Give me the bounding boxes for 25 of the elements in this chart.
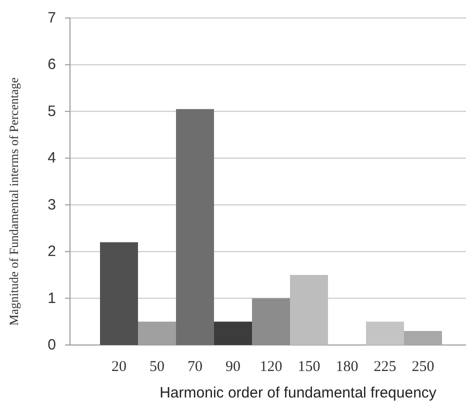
x-tick-label: 120 [260, 359, 282, 375]
x-tick-label: 90 [226, 359, 240, 375]
y-tick-label: 7 [48, 10, 56, 26]
y-tick-label: 0 [48, 336, 56, 354]
x-tick-label: 50 [150, 359, 164, 375]
y-tick-label: 4 [48, 150, 56, 167]
bar [252, 298, 290, 345]
x-tick-label: 70 [188, 359, 202, 375]
x-tick-label: 150 [298, 359, 320, 375]
y-axis-title: Magnitude of Fundamental interms of Percentage [7, 76, 21, 326]
x-tick-label: 225 [374, 359, 396, 375]
y-tick-label: 2 [48, 243, 56, 260]
y-tick-label: 6 [48, 56, 56, 74]
y-tick-label: 3 [48, 196, 56, 214]
x-tick-label: 20 [112, 359, 126, 375]
y-tick-label: 1 [48, 290, 56, 307]
bar [404, 330, 442, 345]
bar [176, 109, 214, 345]
x-tick-label: 250 [412, 359, 434, 375]
bar [214, 322, 252, 345]
x-axis-title: Harmonic order of fundamental frequency [160, 384, 437, 402]
y-tick-label: 5 [48, 102, 56, 120]
bar [100, 242, 138, 345]
x-tick-label: 180 [336, 359, 358, 375]
bar [366, 322, 404, 345]
